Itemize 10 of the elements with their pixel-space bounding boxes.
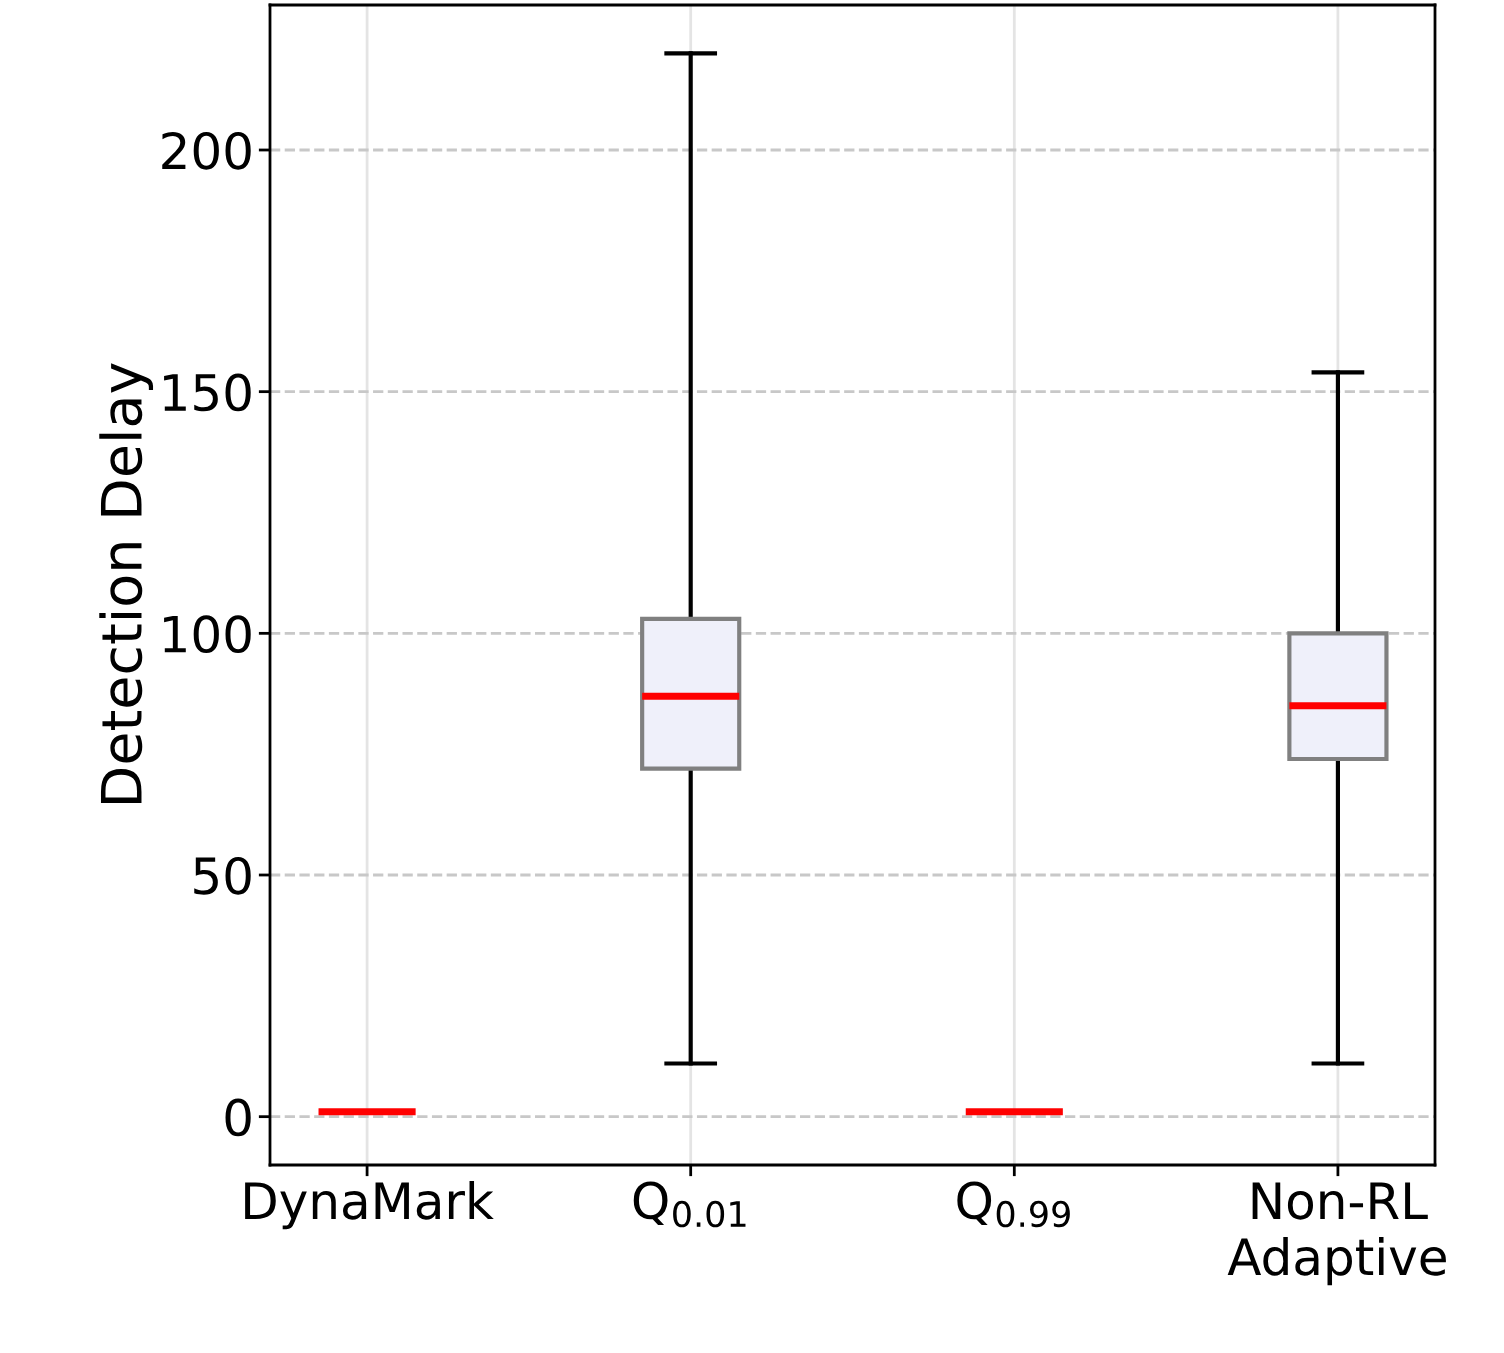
x-tick-label: Q$_{0.01}$ (633, 1181, 746, 1228)
y-tick-label: 50 (194, 856, 251, 895)
x-tick-label: Q$_{0.99}$ (957, 1181, 1070, 1228)
y-axis-title: Detection Delay (99, 363, 154, 803)
y-tick-label: 0 (225, 1098, 251, 1137)
y-tick-label: 150 (164, 373, 251, 412)
x-tick-label: DynaMark (245, 1180, 494, 1230)
y-tick-label: 200 (162, 131, 251, 170)
y-tick-label: 100 (164, 615, 251, 654)
x-tick-label: Non-RL Adaptive (1227, 1182, 1446, 1286)
